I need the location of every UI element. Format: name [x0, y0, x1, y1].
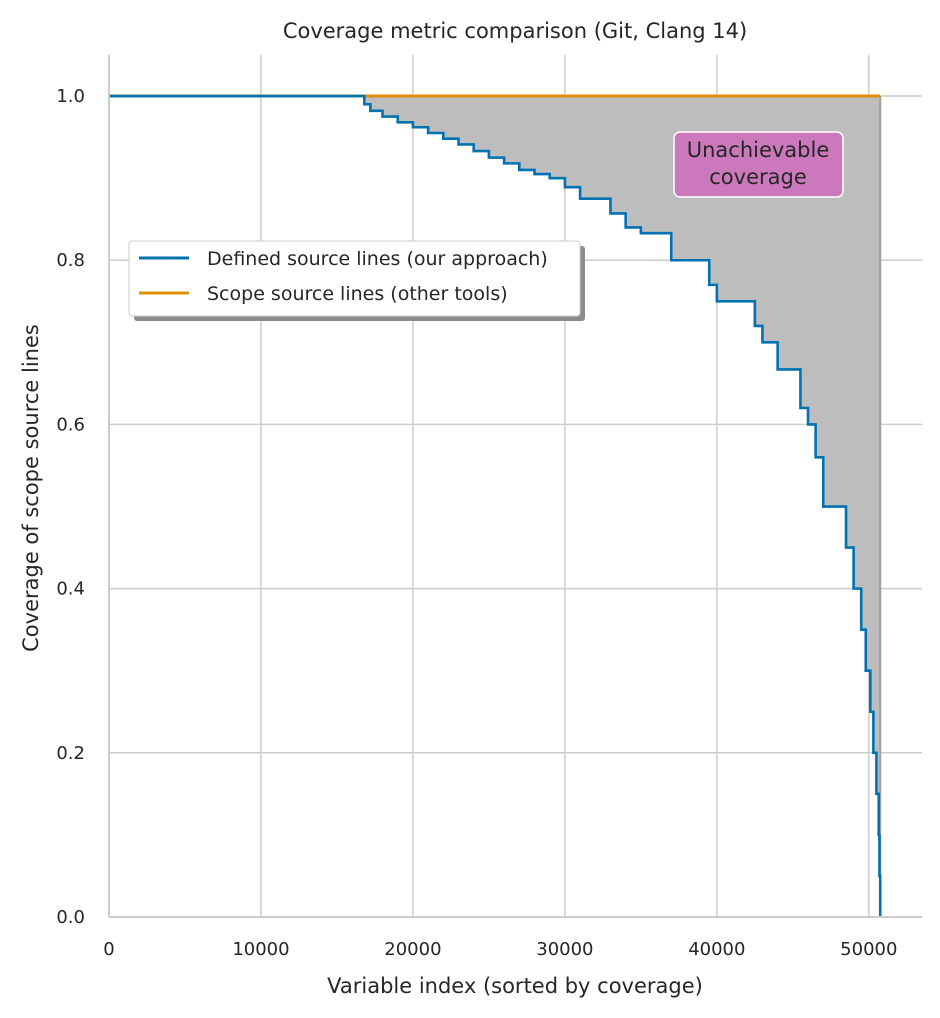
- x-tick-label-5: 50000: [840, 939, 897, 960]
- y-axis-ticks: 0.0 0.2 0.4 0.6 0.8 1.0: [56, 86, 85, 928]
- legend-label-scope: Scope source lines (other tools): [207, 283, 508, 305]
- chart-title: Coverage metric comparison (Git, Clang 1…: [283, 19, 747, 43]
- legend: Defined source lines (our approach) Scop…: [128, 240, 585, 321]
- series-defined-source-lines: [109, 94, 882, 917]
- x-axis-label: Variable index (sorted by coverage): [327, 974, 703, 998]
- x-tick-label-4: 40000: [688, 939, 745, 960]
- y-tick-label-3: 0.6: [56, 414, 85, 435]
- y-tick-label-2: 0.4: [56, 579, 85, 600]
- y-tick-label-4: 0.8: [56, 250, 85, 271]
- x-tick-label-1: 10000: [232, 939, 289, 960]
- y-tick-label-5: 1.0: [56, 86, 85, 107]
- annotation-unachievable-coverage: Unachievable coverage: [673, 131, 844, 198]
- x-tick-label-0: 0: [103, 939, 114, 960]
- x-axis-ticks: 0 10000 20000 30000 40000 50000: [103, 939, 897, 960]
- annotation-text-line-2: coverage: [709, 165, 807, 189]
- legend-label-defined: Defined source lines (our approach): [207, 248, 548, 270]
- annotation-box: [673, 131, 844, 198]
- y-axis-label: Coverage of scope source lines: [19, 324, 43, 652]
- y-tick-label-0: 0.0: [56, 907, 85, 928]
- unachievable-coverage-area: [109, 96, 881, 918]
- annotation-text-line-1: Unachievable: [687, 138, 830, 162]
- legend-box: [128, 240, 581, 317]
- axes: [108, 55, 922, 918]
- x-tick-label-2: 20000: [384, 939, 441, 960]
- x-tick-label-3: 30000: [536, 939, 593, 960]
- y-tick-label-1: 0.2: [56, 743, 85, 764]
